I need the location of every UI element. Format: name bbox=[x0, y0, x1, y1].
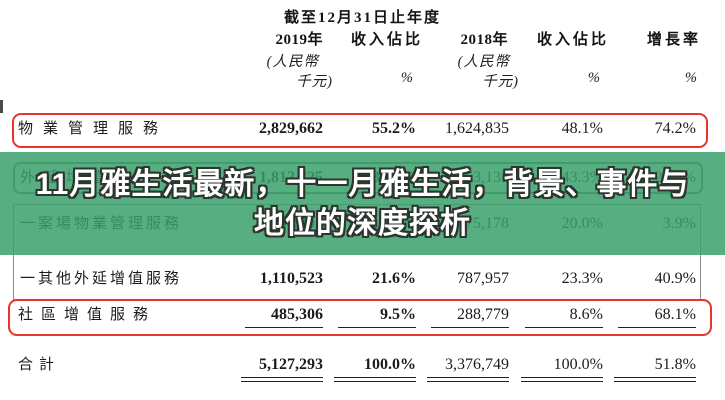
cell-2018-share: 23.3% bbox=[561, 270, 603, 287]
cell-growth-rate: 40.9% bbox=[654, 270, 696, 287]
cell-2019-share: 21.6% bbox=[372, 270, 416, 287]
row-label: 合計 bbox=[18, 357, 61, 373]
col-header-2018: 2018年 bbox=[460, 32, 508, 48]
cell-2018-share: 8.6% bbox=[525, 303, 603, 328]
cell-2018-value: 787,957 bbox=[457, 270, 509, 287]
col-unit-pct-2: % bbox=[587, 70, 601, 86]
cell-2018-share: 48.1% bbox=[561, 120, 603, 137]
col-header-revenue-share-2019: 收入佔比 bbox=[350, 32, 423, 48]
highlight-box-community-vas bbox=[8, 299, 712, 336]
col-unit-pct-1: % bbox=[400, 70, 414, 86]
period-header: 截至12月31日止年度 bbox=[283, 10, 441, 26]
table-row-total: 合計 5,127,293 100.0% 3,376,749 100.0% 51.… bbox=[0, 352, 725, 382]
col-subheader-rmb-2018: (人民幣 bbox=[457, 54, 510, 70]
table-edge-mark bbox=[0, 100, 3, 113]
row-label: 物業管理服務 bbox=[18, 121, 169, 137]
col-header-growth-rate: 增長率 bbox=[646, 32, 701, 48]
table-row: 社區增值服務 485,306 9.5% 288,779 8.6% 68.1% bbox=[0, 303, 725, 329]
cell-growth-rate: 51.8% bbox=[614, 352, 696, 382]
col-subheader-rmb-2019: (人民幣 bbox=[266, 54, 319, 70]
cell-2018-value: 288,779 bbox=[431, 303, 509, 328]
cell-2019-share: 9.5% bbox=[338, 303, 416, 328]
cell-2019-value: 485,306 bbox=[245, 303, 323, 328]
col-header-2019: 2019年 bbox=[275, 32, 323, 48]
cell-2019-share: 100.0% bbox=[334, 352, 416, 382]
col-header-revenue-share-2018: 收入佔比 bbox=[536, 32, 609, 48]
cell-2018-share: 100.0% bbox=[521, 352, 603, 382]
cell-2019-value: 1,110,523 bbox=[259, 270, 323, 287]
cell-2019-value: 5,127,293 bbox=[241, 352, 323, 382]
cell-2018-value: 1,624,835 bbox=[445, 120, 509, 137]
col-unit-thousand-2018: 千元) bbox=[482, 74, 519, 90]
cell-2019-share: 55.2% bbox=[372, 120, 416, 137]
col-unit-pct-3: % bbox=[684, 70, 698, 86]
highlight-box-property-mgmt bbox=[12, 113, 708, 148]
cell-2019-value: 2,829,662 bbox=[259, 120, 323, 137]
cell-growth-rate: 68.1% bbox=[618, 303, 696, 328]
col-unit-thousand-2019: 千元) bbox=[296, 74, 333, 90]
title-banner: 11月雅生活最新，十一月雅生活，背景、事件与 地位的深度探析 bbox=[0, 152, 725, 255]
row-label: 社區增值服務 bbox=[18, 307, 157, 323]
row-label: 一其他外延增值服務 bbox=[20, 271, 183, 287]
table-row: 物業管理服務 2,829,662 55.2% 1,624,835 48.1% 7… bbox=[0, 114, 725, 144]
banner-title-line1: 11月雅生活最新，十一月雅生活，背景、事件与 bbox=[35, 167, 690, 201]
cell-growth-rate: 74.2% bbox=[654, 120, 696, 137]
banner-title-line2: 地位的深度探析 bbox=[254, 206, 471, 240]
table-row: 一其他外延增值服務 1,110,523 21.6% 787,957 23.3% … bbox=[0, 264, 725, 294]
cell-2018-value: 3,376,749 bbox=[427, 352, 509, 382]
